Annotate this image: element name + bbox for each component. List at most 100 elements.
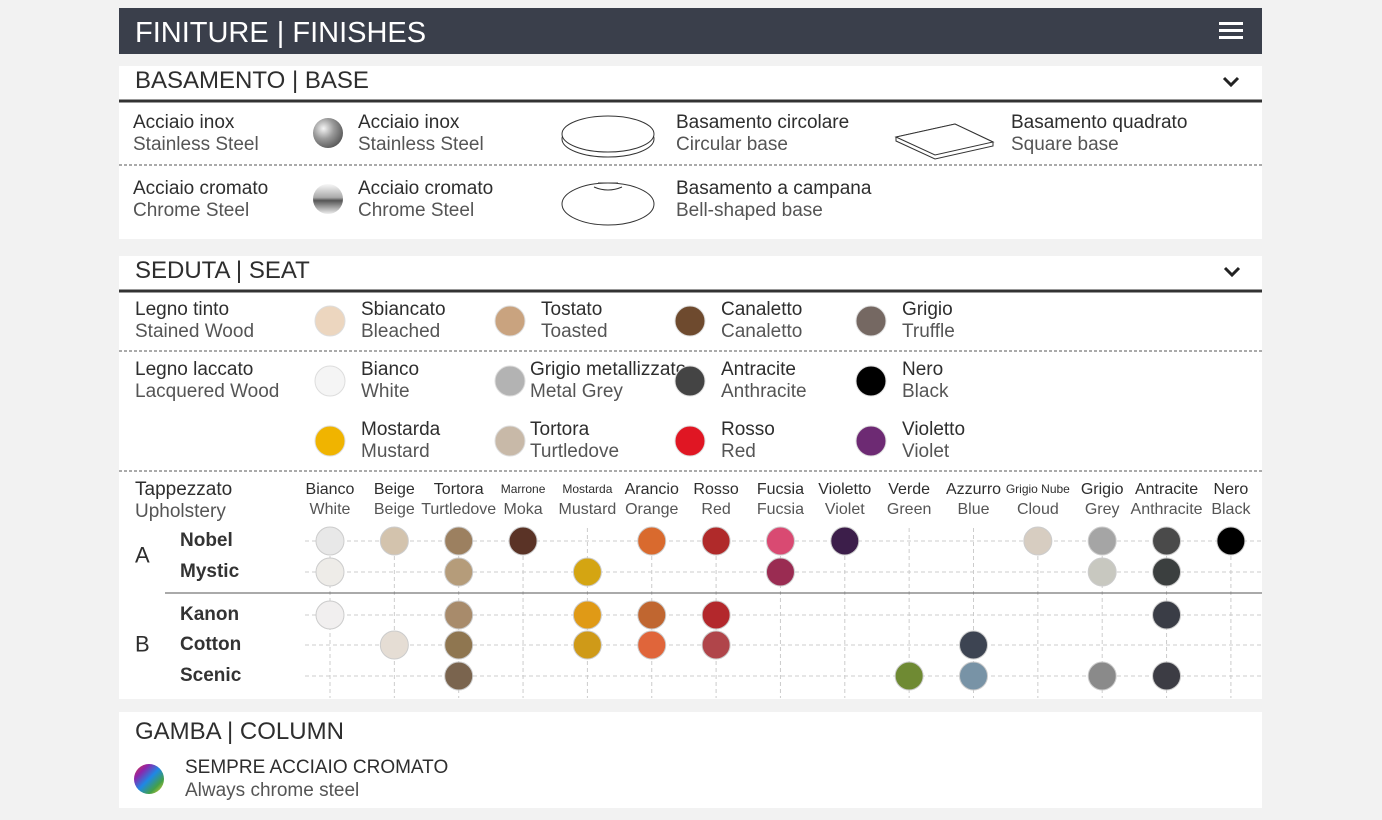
collapse-toggle[interactable]: [1223, 266, 1241, 278]
column-name: Rosso: [693, 481, 738, 498]
title: BASAMENTO: [135, 67, 285, 94]
fabric-swatch: [572, 630, 602, 660]
column-sub: Fucsia: [757, 501, 804, 518]
section-title: SEDUTA | SEAT: [135, 257, 310, 284]
fabric-swatch: [444, 526, 474, 556]
sublabel: Square base: [1011, 134, 1119, 155]
label: Legno tinto: [135, 299, 229, 320]
fabric-swatch: [444, 630, 474, 660]
sublabel: Bleached: [361, 321, 440, 342]
top-bar: [119, 8, 1262, 54]
label: Sbiancato: [361, 299, 446, 320]
fabric-swatch: [315, 557, 345, 587]
fabric-swatch: [765, 557, 795, 587]
subtitle: | SEAT: [236, 257, 310, 284]
subtitle: | FINISHES: [277, 17, 426, 49]
sublabel: Upholstery: [135, 501, 226, 522]
color-wheel-icon: [134, 764, 164, 794]
label: Rosso: [721, 419, 775, 440]
fabric-name: Mystic: [180, 561, 240, 582]
subtitle: | BASE: [292, 67, 369, 94]
chrome-icon: [313, 184, 343, 214]
fabric-swatch: [1023, 526, 1053, 556]
subtitle: | COLUMN: [227, 718, 344, 745]
title: GAMBA: [135, 718, 222, 745]
column-sub: Grey: [1085, 501, 1120, 518]
fabric-swatch: [572, 600, 602, 630]
sublabel: Truffle: [902, 321, 955, 342]
column-name: SEMPRE ACCIAIO CROMATO: [185, 757, 448, 778]
page-title: FINITURE | FINISHES: [135, 17, 426, 49]
column-sub: Turtledove: [421, 501, 496, 518]
sublabel: Stainless Steel: [358, 134, 484, 155]
fabric-swatch: [1087, 526, 1117, 556]
column-sub: Mustard: [559, 501, 617, 518]
column-sub: White: [310, 501, 351, 518]
fabric-name: Nobel: [180, 530, 233, 551]
fabric-name: Kanon: [180, 604, 239, 625]
sublabel: Canaletto: [721, 321, 802, 342]
sublabel: Lacquered Wood: [135, 381, 279, 402]
sublabel: Stainless Steel: [133, 134, 259, 155]
swatch: [314, 365, 346, 397]
sublabel: Black: [902, 381, 949, 402]
label: Bianco: [361, 359, 419, 380]
column-sub: Black: [1211, 501, 1251, 518]
fabric-swatch: [1152, 526, 1182, 556]
fabric-swatch: [444, 600, 474, 630]
fabric-swatch: [637, 600, 667, 630]
sublabel: Anthracite: [721, 381, 807, 402]
steel-icon: [313, 118, 343, 148]
swatch: [314, 305, 346, 337]
menu-icon[interactable]: [1219, 22, 1243, 39]
fabric-name: Cotton: [180, 634, 241, 655]
fabric-swatch: [444, 557, 474, 587]
fabric-swatch: [1152, 661, 1182, 691]
fabric-swatch: [444, 661, 474, 691]
swatch: [855, 305, 887, 337]
fabric-swatch: [637, 630, 667, 660]
circular-base-icon: [561, 115, 655, 158]
column-name: Violetto: [818, 481, 871, 498]
column-name: Arancio: [625, 481, 679, 498]
label: Nero: [902, 359, 943, 380]
label: Basamento circolare: [676, 112, 849, 133]
column-sub: Always chrome steel: [185, 780, 359, 801]
base-panel: [119, 66, 1262, 239]
label: Tostato: [541, 299, 602, 320]
square-base-icon: [894, 123, 995, 160]
swatch: [494, 305, 526, 337]
column-name: Tortora: [434, 481, 484, 498]
column-sub: Green: [887, 501, 931, 518]
sublabel: Bell-shaped base: [676, 200, 823, 221]
swatch: [855, 365, 887, 397]
column-name: Grigio: [1081, 481, 1124, 498]
label: Basamento quadrato: [1011, 112, 1187, 133]
label: Canaletto: [721, 299, 802, 320]
fabric-swatch: [959, 630, 988, 660]
sublabel: Stained Wood: [135, 321, 254, 342]
swatch: [674, 305, 706, 337]
fabric-swatch: [1087, 557, 1117, 587]
sublabel: Chrome Steel: [358, 200, 474, 221]
fabric-swatch: [701, 630, 731, 660]
fabric-swatch: [1216, 526, 1246, 556]
sublabel: Metal Grey: [530, 381, 623, 402]
column-name: Beige: [374, 481, 415, 498]
label: Acciaio cromato: [133, 178, 268, 199]
fabric-swatch: [765, 526, 795, 556]
label: Antracite: [721, 359, 796, 380]
label: Mostarda: [361, 419, 441, 440]
sublabel: Mustard: [361, 441, 430, 462]
title: FINITURE: [135, 17, 269, 49]
sublabel: Red: [721, 441, 756, 462]
label: Acciaio inox: [133, 112, 235, 133]
label: Tappezzato: [135, 479, 232, 500]
column-name: Fucsia: [757, 481, 804, 498]
fabric-swatch: [830, 526, 860, 556]
fabric-swatch: [1087, 661, 1117, 691]
column-name: Nero: [1214, 481, 1249, 498]
fabric-swatch: [508, 526, 538, 556]
sublabel: Circular base: [676, 134, 788, 155]
collapse-toggle[interactable]: [1222, 76, 1240, 88]
